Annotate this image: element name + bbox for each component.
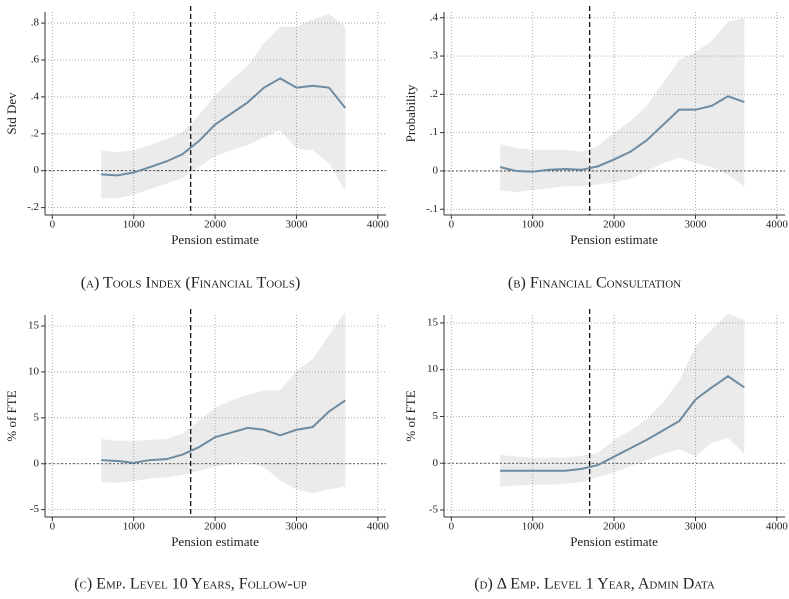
series-line [500,375,745,472]
x-tick-label: 1000 [123,219,146,231]
x-tick-label: 0 [449,521,455,533]
x-tick-label: 0 [50,219,56,231]
y-tick-label: .4 [430,11,439,23]
y-tick-label: -.2 [27,201,39,213]
x-axis-label: Pension estimate [171,534,259,549]
y-tick-label: .2 [430,88,438,100]
caption: (b) Financial Consultation [508,275,681,292]
y-tick-label: .1 [430,126,438,138]
y-tick-label: .4 [31,90,40,102]
confidence-band [101,13,346,199]
x-tick-label: 3000 [285,521,308,533]
y-tick-label: -5 [429,504,439,516]
y-axis-label: Std Dev [4,92,19,135]
x-tick-label: 1000 [522,521,545,533]
x-axis-label: Pension estimate [171,232,259,247]
x-tick-label: 1000 [522,219,545,231]
x-tick-label: 4000 [766,219,789,231]
x-tick-label: 4000 [766,521,789,533]
x-tick-label: 2000 [204,219,227,231]
y-axis-label: % of FTE [4,390,19,441]
x-tick-label: 0 [449,219,455,231]
y-tick-label: .3 [430,50,439,62]
y-tick-label: 10 [28,365,40,377]
x-axis-label: Pension estimate [570,232,658,247]
x-tick-label: 2000 [603,219,626,231]
y-tick-label: 5 [34,411,40,423]
x-tick-label: 4000 [367,219,390,231]
y-axis-label: % of FTE [403,390,418,441]
y-tick-label: 15 [28,320,40,332]
y-tick-label: 5 [433,410,439,422]
y-tick-label: .8 [31,17,40,29]
series-line [101,77,347,177]
confidence-band [500,17,745,193]
x-axis-label: Pension estimate [570,534,658,549]
y-tick-label: .2 [31,127,39,139]
caption: (a) Tools Index (Financial Tools) [81,275,301,292]
y-tick-label: 0 [34,457,40,469]
series-line [101,399,346,464]
y-tick-label: .6 [31,54,40,66]
y-tick-label: 15 [427,316,439,328]
x-tick-label: 3000 [684,219,707,231]
x-tick-label: 3000 [684,521,707,533]
y-tick-label: -5 [30,503,40,515]
y-tick-label: 0 [34,164,40,176]
y-tick-label: -.1 [426,203,438,215]
x-tick-label: 1000 [123,521,146,533]
y-tick-label: 0 [433,457,439,469]
y-tick-label: 10 [427,363,439,375]
x-tick-label: 2000 [204,521,227,533]
series-line [499,95,745,173]
y-axis-label: Probability [403,84,418,142]
y-tick-label: 0 [433,164,439,176]
caption: (d) Δ Emp. Level 1 Year, Admin Data [474,576,715,593]
confidence-band [101,312,346,494]
x-tick-label: 0 [50,521,56,533]
x-tick-label: 2000 [603,521,626,533]
caption: (c) Emp. Level 10 Years, Follow-up [74,576,307,593]
confidence-band [500,313,745,487]
x-tick-label: 4000 [367,521,390,533]
x-tick-label: 3000 [285,219,308,231]
